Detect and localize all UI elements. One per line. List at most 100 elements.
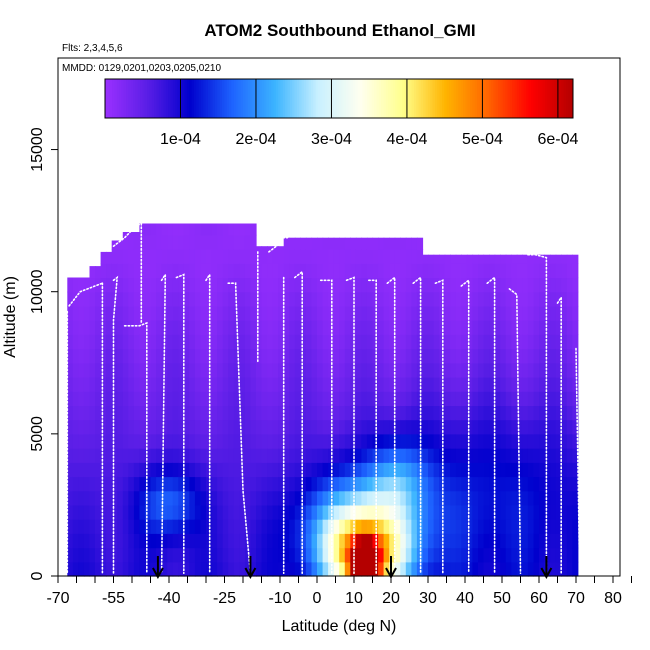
heatmap-cell	[522, 254, 529, 264]
heatmap-cell	[261, 246, 268, 250]
heatmap-cell	[422, 334, 429, 350]
heatmap-cell	[283, 433, 290, 449]
heatmap-cell	[350, 462, 357, 478]
heatmap-cell	[428, 547, 435, 563]
heatmap-cell	[167, 433, 174, 449]
heatmap-cell	[550, 547, 557, 563]
heatmap-cell	[256, 448, 263, 463]
heatmap-cell	[411, 291, 418, 307]
heatmap-cell	[433, 533, 440, 549]
heatmap-cell	[333, 263, 340, 279]
heatmap-cell	[516, 362, 523, 378]
heatmap-cell	[350, 405, 357, 421]
heatmap-cell	[161, 223, 168, 236]
heatmap-cell	[527, 519, 534, 534]
heatmap-cell	[239, 348, 246, 364]
heatmap-cell	[78, 391, 85, 406]
colorbar-segment	[463, 79, 466, 118]
heatmap-cell	[111, 519, 118, 534]
heatmap-cell	[67, 377, 74, 392]
heatmap-cell	[550, 462, 557, 478]
heatmap-cell	[444, 362, 451, 378]
colorbar-segment	[294, 79, 298, 118]
heatmap-cell	[483, 348, 490, 364]
heatmap-cell	[561, 254, 568, 264]
heatmap-cell	[67, 362, 74, 378]
heatmap-cell	[239, 320, 246, 335]
heatmap-cell	[322, 277, 329, 293]
heatmap-cell	[489, 561, 496, 577]
heatmap-cell	[394, 533, 401, 549]
heatmap-cell	[572, 254, 579, 264]
heatmap-cell	[472, 377, 479, 392]
heatmap-cell	[294, 291, 301, 307]
heatmap-cell	[106, 519, 113, 534]
heatmap-cell	[461, 405, 468, 421]
heatmap-cell	[366, 547, 374, 563]
colorbar-segment	[392, 79, 396, 118]
flight-track	[368, 279, 377, 574]
heatmap-cell	[511, 476, 518, 492]
heatmap-cell	[422, 277, 429, 293]
colorbar-segment	[341, 79, 345, 118]
heatmap-cell	[394, 476, 401, 492]
y-tick-label: 5000	[29, 416, 46, 452]
heatmap-cell	[317, 490, 324, 506]
heatmap-cell	[405, 490, 412, 506]
heatmap-cell	[394, 249, 401, 264]
heatmap-cell	[128, 234, 135, 250]
heatmap-cell	[139, 320, 146, 335]
heatmap-cell	[422, 305, 429, 321]
heatmap-cell	[483, 519, 490, 534]
heatmap-cell	[200, 433, 207, 449]
heatmap-cell	[261, 433, 268, 449]
heatmap-cell	[206, 547, 213, 563]
heatmap-cell	[111, 504, 118, 520]
heatmap-cell	[233, 391, 240, 406]
heatmap-cell	[228, 504, 235, 520]
heatmap-cell	[433, 433, 440, 449]
heatmap-cell	[278, 291, 285, 307]
heatmap-cell	[489, 334, 496, 350]
heatmap-cell	[272, 519, 279, 534]
heatmap-cell	[444, 254, 451, 264]
heatmap-cell	[522, 377, 529, 392]
heatmap-cell	[461, 277, 468, 293]
heatmap-cell	[267, 490, 274, 506]
heatmap-cell	[300, 519, 307, 534]
heatmap-cell	[100, 519, 107, 534]
heatmap-cell	[389, 405, 396, 421]
colorbar-segment	[558, 79, 562, 118]
heatmap-cell	[189, 234, 196, 250]
x-tick-label: 10	[345, 590, 363, 607]
heatmap-cell	[289, 391, 296, 406]
heatmap-cell	[122, 419, 129, 435]
heatmap-cell	[478, 362, 485, 378]
heatmap-cell	[95, 377, 102, 392]
heatmap-cell	[400, 405, 407, 421]
heatmap-cell	[305, 490, 313, 506]
heatmap-cell	[95, 490, 102, 506]
heatmap-cell	[466, 448, 474, 463]
heatmap-cell	[244, 462, 251, 478]
heatmap-cell	[83, 305, 90, 321]
colorbar-segment	[509, 79, 513, 118]
heatmap-cell	[366, 377, 374, 392]
heatmap-cell	[194, 277, 202, 293]
x-tick-label: -55	[102, 590, 125, 607]
heatmap-cell	[233, 533, 240, 549]
heatmap-cell	[194, 223, 202, 236]
heatmap-cell	[483, 433, 490, 449]
heatmap-cell	[378, 305, 385, 321]
heatmap-cell	[239, 334, 246, 350]
heatmap-cell	[233, 249, 240, 264]
heatmap-cell	[95, 476, 102, 492]
heatmap-cell	[433, 263, 440, 279]
heatmap-cell	[189, 291, 196, 307]
flight-track	[527, 253, 548, 574]
heatmap-cell	[89, 547, 96, 563]
heatmap-cell	[294, 504, 301, 520]
heatmap-cell	[328, 263, 335, 279]
heatmap-cell	[256, 419, 263, 435]
heatmap-cell	[89, 561, 96, 577]
